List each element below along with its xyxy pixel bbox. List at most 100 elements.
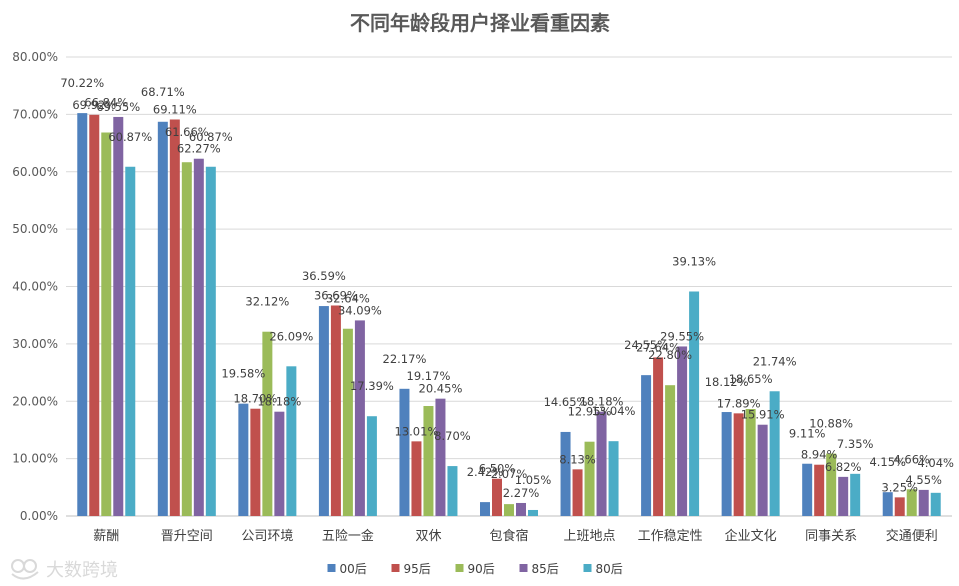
x-category-label: 企业文化	[725, 528, 777, 544]
data-label: 27.64%	[636, 340, 680, 354]
bar	[250, 408, 261, 516]
data-label: 22.80%	[648, 348, 692, 362]
data-label: 10.88%	[809, 417, 853, 431]
data-label: 60.87%	[108, 130, 152, 144]
data-label: 32.64%	[326, 292, 370, 306]
legend-label: 90后	[468, 562, 495, 576]
data-label: 20.45%	[419, 382, 463, 396]
bar	[560, 431, 571, 516]
legend: 00后 95后 90后 85后 80后	[327, 562, 623, 576]
bar	[157, 121, 168, 517]
bar	[733, 413, 744, 516]
bar	[423, 406, 434, 516]
data-label: 26.09%	[269, 329, 313, 343]
data-label: 14.65%	[544, 395, 588, 409]
bar	[918, 489, 929, 516]
legend-label: 85后	[532, 562, 559, 576]
bar	[435, 398, 446, 516]
bar	[447, 466, 458, 516]
data-label: 2.42%	[467, 465, 504, 479]
legend-label: 00后	[340, 562, 367, 576]
data-label: 7.35%	[837, 437, 874, 451]
bar	[238, 403, 249, 516]
data-label: 6.82%	[825, 460, 862, 474]
legend-swatch	[519, 564, 528, 572]
bar	[528, 509, 538, 516]
data-label: 21.74%	[753, 354, 797, 368]
bar	[113, 116, 124, 516]
data-label: 1.05%	[515, 473, 552, 487]
bar	[125, 166, 136, 517]
x-category-label: 五险一金	[322, 528, 374, 544]
bar	[101, 132, 112, 516]
bar	[930, 492, 941, 516]
bar	[814, 464, 825, 516]
data-label: 6.50%	[479, 462, 516, 476]
data-label: 18.70%	[233, 392, 277, 406]
bar	[274, 411, 285, 516]
y-tick-label: 60.00%	[12, 165, 58, 179]
bar	[608, 441, 619, 516]
data-label: 2.07%	[491, 467, 528, 481]
data-label: 4.66%	[893, 452, 930, 466]
data-label: 18.18%	[580, 395, 624, 409]
bar	[721, 412, 732, 516]
x-category-label: 交通便利	[886, 528, 938, 544]
x-category-label: 公司环境	[241, 529, 293, 544]
data-label: 13.04%	[592, 404, 636, 418]
x-category-label: 工作稳定性	[638, 528, 703, 544]
y-tick-label: 50.00%	[12, 222, 58, 236]
bar	[480, 502, 490, 516]
data-label: 22.17%	[383, 352, 427, 366]
data-label: 36.59%	[302, 269, 346, 283]
data-label: 36.69%	[314, 288, 358, 302]
y-tick-label: 30.00%	[12, 337, 58, 351]
data-label: 66.84%	[84, 96, 128, 110]
data-label: 29.55%	[660, 329, 704, 343]
chart-title: 不同年龄段用户择业看重因素	[350, 11, 610, 35]
legend-swatch	[583, 564, 592, 572]
data-label: 3.25%	[881, 480, 918, 494]
data-label: 19.58%	[221, 367, 265, 381]
bar	[342, 328, 353, 516]
bar	[641, 375, 652, 516]
data-label: 61.66%	[165, 125, 209, 139]
watermark-text: 大数跨境	[46, 560, 118, 581]
data-label: 4.04%	[917, 456, 954, 470]
bar	[516, 502, 526, 516]
data-label: 32.12%	[245, 295, 289, 309]
data-label: 24.55%	[624, 338, 668, 352]
bar	[665, 385, 676, 516]
bar	[492, 478, 502, 516]
data-label: 2.27%	[503, 486, 540, 500]
watermark: 大数跨境	[11, 559, 118, 581]
y-tick-label: 20.00%	[12, 394, 58, 408]
data-label: 17.39%	[350, 379, 394, 393]
y-axis: 0.00% 10.00% 20.00% 30.00% 40.00% 50.00% 60.00…	[12, 50, 58, 523]
legend-swatch	[391, 564, 400, 572]
bar	[850, 473, 861, 516]
legend-swatch	[455, 564, 464, 572]
watermark-logo-icon	[11, 559, 39, 580]
data-label: 39.13%	[672, 254, 716, 268]
legend-label: 80后	[596, 562, 623, 576]
bar	[77, 113, 88, 517]
data-label: 70.22%	[60, 76, 104, 90]
data-label: 9.11%	[789, 427, 826, 441]
bar	[366, 416, 377, 516]
data-label: 15.91%	[741, 408, 785, 422]
bar	[354, 320, 365, 516]
data-label: 8.94%	[801, 448, 838, 462]
y-tick-label: 80.00%	[12, 50, 58, 64]
bar	[169, 119, 180, 516]
bar	[584, 441, 595, 516]
bar	[504, 504, 514, 516]
data-label: 69.55%	[96, 100, 140, 114]
y-tick-label: 10.00%	[12, 452, 58, 466]
x-axis: 薪酬 晋升空间 公司环境 五险一金 双休 包食宿 上班地点 工作稳定性 企业文化 同事关系 交通便利	[93, 528, 937, 544]
x-category-label: 晋升空间	[161, 529, 213, 544]
data-label: 62.27%	[177, 142, 221, 156]
data-label: 13.01%	[395, 424, 439, 438]
data-labels: 70.22% 69.92%66.84%69.55% 60.87% 68.71% 69.1…	[60, 76, 954, 500]
